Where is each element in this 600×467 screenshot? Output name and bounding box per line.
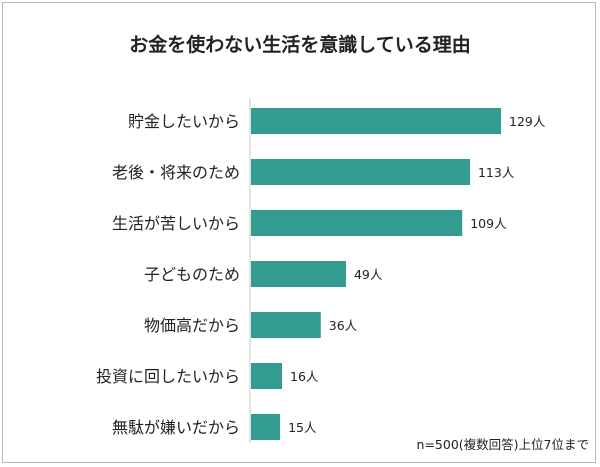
value-label: 109人	[470, 216, 507, 231]
value-label: 49人	[354, 267, 383, 282]
category-label: 子どものため	[144, 265, 240, 284]
bar	[251, 210, 463, 236]
bar	[251, 312, 321, 338]
bar	[251, 159, 470, 185]
category-label: 無駄が嫌いだから	[112, 418, 240, 437]
value-label: 129人	[509, 114, 546, 129]
category-label: 貯金したいから	[128, 112, 240, 131]
bar	[251, 261, 346, 287]
bar	[251, 108, 501, 134]
chart-frame: お金を使わない生活を意識している理由 貯金したいから 129人老後・将来のため 11…	[2, 2, 596, 463]
value-label: 113人	[478, 165, 515, 180]
category-label: 物価高だから	[144, 316, 240, 335]
value-label: 36人	[329, 318, 358, 333]
category-label: 投資に回したいから	[96, 367, 240, 386]
bar	[251, 414, 281, 440]
category-label: 老後・将来のため	[112, 163, 240, 182]
bar	[251, 363, 283, 389]
category-label: 生活が苦しいから	[112, 214, 240, 233]
sample-size-note: n=500(複数回答)上位7位まで	[417, 437, 589, 452]
value-label: 15人	[288, 420, 317, 435]
chart-title: お金を使わない生活を意識している理由	[129, 33, 470, 56]
value-label: 16人	[290, 369, 319, 384]
